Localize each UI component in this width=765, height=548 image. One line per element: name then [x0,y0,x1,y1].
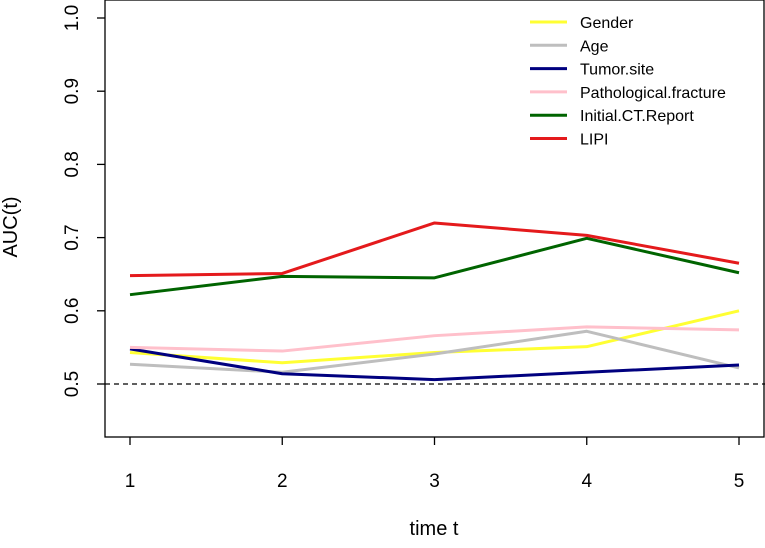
series-line-age [129,329,740,374]
legend-label-age: Age [580,38,609,55]
series-line-tumor-site [129,347,740,382]
x-tick-label: 5 [734,471,745,492]
series-line-initial-ct-report [129,236,740,297]
series-line-lipi [129,221,740,278]
y-tick-label: 0.6 [62,298,83,324]
legend-label-tumor-site: Tumor.site [580,62,654,79]
y-tick-label: 0.9 [62,78,83,104]
x-tick-label: 4 [581,471,592,492]
y-tick-label: 0.7 [62,224,83,250]
y-axis-title: AUC(t) [0,196,22,257]
plot-frame [104,0,765,438]
legend-label-gender: Gender [580,15,634,32]
x-tick-label: 3 [429,471,440,492]
x-tick-label: 2 [277,471,288,492]
legend-label-initial-ct-report: Initial.CT.Report [580,108,694,125]
legend-label-lipi: LIPI [580,132,608,149]
y-tick-label: 0.5 [62,371,83,397]
y-tick-label: 0.8 [62,151,83,177]
x-axis-title: time t [410,518,459,540]
x-tick-label: 1 [125,471,136,492]
series-line-pathological-fracture [129,325,740,353]
legend-label-pathological-fracture: Pathological.fracture [580,85,726,102]
y-tick-label: 1.0 [62,5,83,31]
